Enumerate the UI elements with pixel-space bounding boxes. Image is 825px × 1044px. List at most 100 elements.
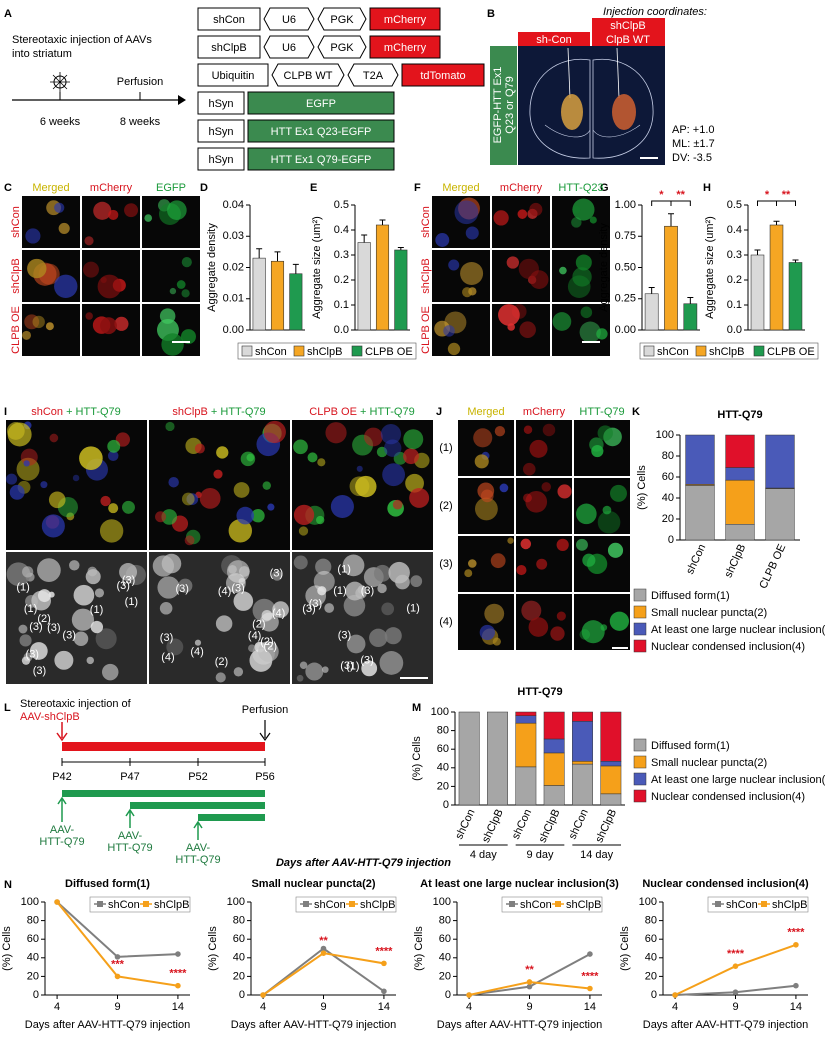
cell-class-label: (1) [406,603,419,615]
condition-box [518,32,590,46]
cell [517,209,528,219]
y-tick-label: 0.50 [615,261,636,273]
error-bar [379,219,386,225]
cell [32,315,45,329]
cell [236,506,255,525]
bar [252,257,266,331]
brain-outline [544,124,641,138]
x-tick-label: 4 [466,1001,472,1013]
cell [464,569,473,578]
construct-element [347,63,399,87]
row-label: shClpB [420,258,432,293]
cell [99,519,124,543]
x-tick-label: 9 [114,1001,120,1013]
cell [356,465,363,472]
bar [750,254,765,331]
panel-letter: B [487,8,495,20]
bar-segment [765,434,795,489]
injection-text: into striatum [12,48,72,60]
y-tick-label: 40 [645,952,657,964]
cell [213,469,223,479]
cell [589,216,597,224]
y-tick-label: 80 [645,915,657,927]
x-tick-label: 14 [378,1001,390,1013]
construct-label: mCherry [384,14,427,26]
legend-swatch [715,901,721,907]
x-tick-label: shClpB [537,807,563,844]
cell [541,482,551,492]
construct-element [247,147,395,171]
series-line [56,901,179,987]
y-tick-label: 20 [439,970,451,982]
bar-segment [685,485,715,541]
y-tick-label: 0.75 [615,230,636,242]
cell [582,553,596,567]
column-header: mCherry [500,182,543,194]
x-tick-label: 14 [172,1001,184,1013]
coordinates-title: Injection coordinates: [603,6,707,18]
bar-segment [725,479,755,525]
cell [465,226,479,240]
cell [313,570,335,592]
y-axis-label: (%) Cells [636,465,648,510]
point [732,989,739,996]
cell-class-label: (1) [24,603,37,615]
cell [54,202,65,213]
cell [124,203,139,218]
x-tick-label: 4 [54,1001,60,1013]
cell [155,511,167,523]
point [381,960,387,967]
significance-bracket [651,200,691,206]
y-tick-label: 40 [439,952,451,964]
significance: ** [782,189,791,201]
legend-swatch [643,345,655,357]
y-axis-label: Aggregate density [598,223,610,312]
y-tick-label: 0.2 [334,274,349,286]
cell [23,460,30,467]
y-tick-label: 0.03 [223,230,244,242]
cell [383,439,402,457]
error-bar [687,297,694,304]
y-tick-label: 0.00 [615,324,636,336]
knockdown-period [62,742,265,751]
cell-class-label: (3) [231,582,244,594]
panel-letter: G [600,182,609,194]
cell [29,642,48,660]
construct-element [317,35,367,59]
cell [443,325,455,337]
point [793,941,799,948]
bar [644,293,659,331]
cell [349,476,370,497]
cell [73,584,95,606]
cell [572,198,595,221]
bar-segment [543,752,565,786]
chart-title: Diffused form(1) [65,878,150,890]
cell-class-label: (3) [62,630,75,642]
panel-letter: I [4,406,7,418]
bar-segment [600,765,622,795]
point [320,945,327,952]
cell-class-label: (3) [361,585,374,597]
bar-segment [515,766,537,806]
micrograph [458,420,514,476]
cell [108,503,119,514]
cell [410,575,423,588]
cell [84,236,94,246]
cell [27,258,47,279]
y-tick-label: 100 [21,896,39,908]
cell [571,217,582,228]
error-bar [256,248,263,259]
y-tick-label: 80 [662,450,674,462]
cell [19,634,32,647]
y-tick-label: 20 [437,780,449,792]
cell [21,656,31,665]
cell [215,672,226,683]
column-header: Merged [442,182,479,194]
bar [683,303,698,331]
expression-period [198,814,265,821]
significance: **** [169,968,187,980]
construct-element [197,35,261,59]
cell [168,476,179,488]
cell [58,222,70,234]
x-tick-label: shClpB [722,542,748,579]
